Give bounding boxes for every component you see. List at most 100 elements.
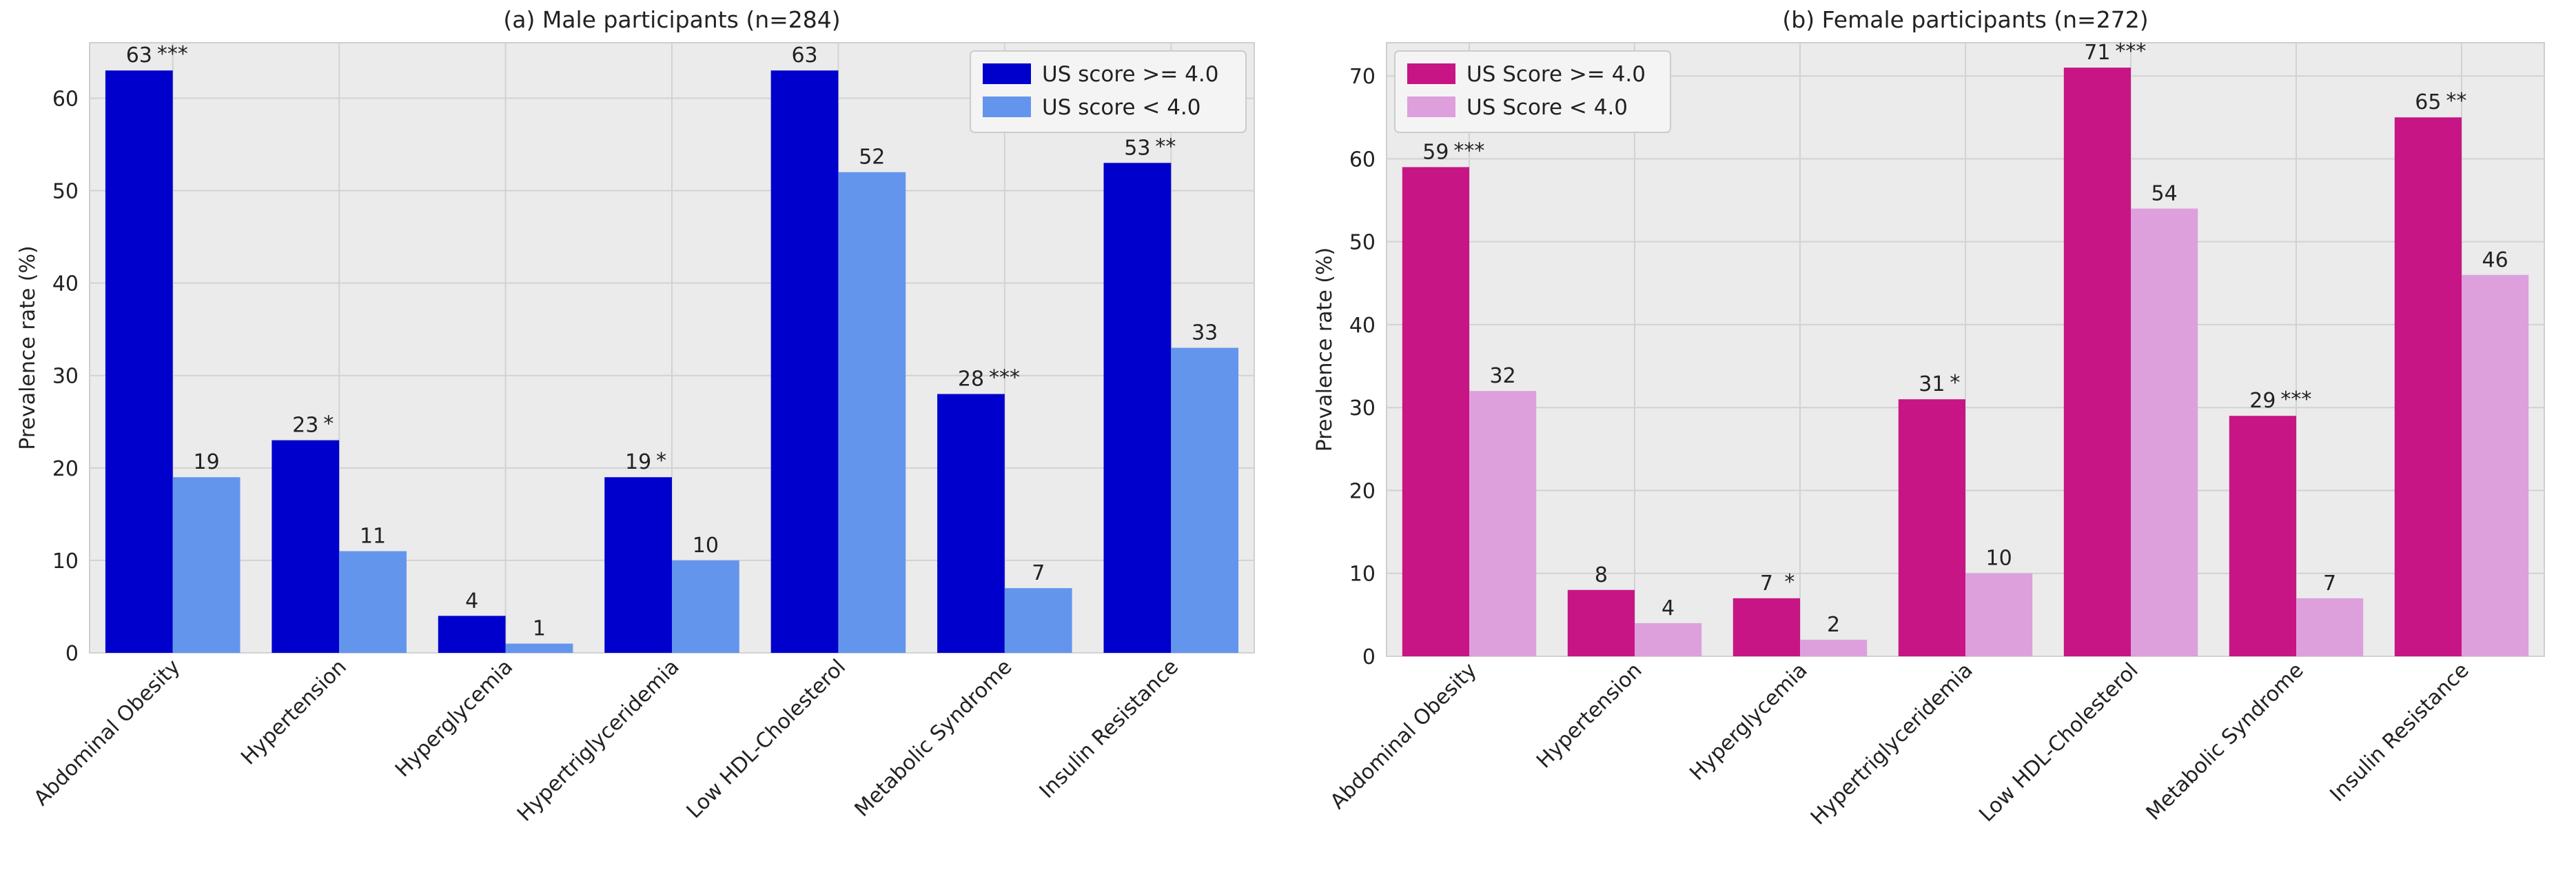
x-tick-label: Insulin Resistance — [2325, 658, 2473, 807]
x-tick-label: Low HDL-Cholesterol — [682, 655, 850, 823]
y-tick-label: 50 — [52, 180, 79, 204]
y-tick-label: 0 — [65, 642, 79, 666]
legend-swatch — [1407, 63, 1455, 84]
y-tick-label: 60 — [1349, 148, 1376, 172]
x-tick-label: Abdominal Obesity — [1326, 658, 1482, 814]
bar-value-label: 63 — [791, 43, 817, 68]
bar-high-1 — [272, 440, 340, 653]
x-tick-label: Hypertriglyceridemia — [513, 655, 684, 827]
significance-marker: *** — [989, 366, 1020, 390]
chart-title: (a) Male participants (n=284) — [503, 6, 840, 33]
bar-value-label: 10 — [693, 534, 719, 558]
legend-label: US score < 4.0 — [1042, 95, 1201, 120]
legend-label: US Score < 4.0 — [1466, 95, 1628, 120]
bar-value-label: 63 — [126, 43, 152, 68]
bar-value-label: 1 — [533, 617, 546, 641]
bar-value-label: 31 — [1919, 372, 1945, 396]
legend-swatch — [983, 97, 1031, 117]
x-tick-label: Metabolic Syndrome — [850, 655, 1017, 822]
bar-high-1 — [1567, 589, 1635, 656]
significance-marker: *** — [157, 42, 188, 66]
bar-value-label: 54 — [2151, 182, 2178, 206]
legend-box — [1394, 50, 1671, 133]
bar-low-0 — [172, 477, 241, 653]
significance-marker: * — [323, 412, 334, 436]
significance-marker: *** — [1453, 139, 1484, 163]
y-tick-label: 40 — [1349, 314, 1376, 338]
legend-swatch — [1407, 97, 1455, 117]
bar-low-1 — [339, 551, 407, 653]
y-tick-label: 70 — [1349, 65, 1376, 89]
y-tick-label: 30 — [52, 365, 79, 389]
bar-value-label: 7 — [1760, 571, 1773, 596]
bar-value-label: 23 — [292, 414, 318, 438]
bar-low-5 — [1004, 588, 1072, 653]
significance-marker: *** — [2280, 387, 2311, 412]
x-tick-label: Hyperglycemia — [1685, 658, 1812, 785]
bar-value-label: 32 — [1490, 364, 1516, 388]
bar-value-label: 28 — [958, 367, 984, 392]
y-tick-label: 20 — [1349, 479, 1376, 503]
bar-high-6 — [1103, 163, 1172, 653]
legend-label: US score >= 4.0 — [1042, 62, 1218, 87]
legend-swatch — [983, 63, 1031, 84]
bar-high-5 — [937, 394, 1005, 653]
bar-value-label: 4 — [465, 589, 478, 613]
legend-label: US Score >= 4.0 — [1466, 62, 1646, 87]
bar-high-2 — [1732, 598, 1800, 656]
bar-value-label: 71 — [2084, 41, 2110, 65]
bar-high-6 — [2394, 117, 2462, 657]
y-axis-label: Prevalence rate (%) — [16, 245, 40, 450]
bar-high-4 — [770, 70, 839, 653]
bar-low-4 — [838, 172, 906, 653]
bar-low-6 — [1171, 347, 1239, 653]
x-tick-label: Low HDL-Cholesterol — [1974, 658, 2143, 827]
bar-value-label: 65 — [2415, 90, 2441, 114]
significance-marker: * — [656, 449, 666, 473]
bar-value-label: 59 — [1422, 140, 1449, 164]
y-tick-label: 10 — [1349, 563, 1376, 587]
bar-low-5 — [2296, 598, 2364, 656]
bar-value-label: 7 — [2323, 571, 2336, 596]
significance-marker: ** — [2446, 89, 2466, 113]
legend-box — [970, 50, 1247, 133]
x-tick-label: Metabolic Syndrome — [2142, 658, 2309, 825]
y-tick-label: 40 — [52, 272, 79, 296]
bar-low-1 — [1635, 623, 1702, 656]
bar-value-label: 10 — [1986, 547, 2012, 571]
y-tick-label: 30 — [1349, 396, 1376, 421]
legend: US Score >= 4.0 US Score < 4.0 — [1394, 50, 1671, 133]
y-tick-label: 20 — [52, 457, 79, 481]
bar-low-3 — [672, 560, 739, 653]
significance-marker: *** — [2115, 39, 2146, 63]
y-tick-label: 60 — [52, 87, 79, 111]
bar-value-label: 19 — [194, 450, 220, 474]
x-tick-label: Hypertension — [236, 655, 351, 770]
bar-low-2 — [1800, 639, 1868, 656]
bar-low-6 — [2462, 274, 2529, 657]
bar-value-label: 4 — [1662, 596, 1675, 620]
x-tick-label: Hypertriglyceridemia — [1806, 658, 1978, 830]
bar-value-label: 33 — [1192, 321, 1218, 345]
significance-marker: * — [1950, 371, 1960, 395]
bar-value-label: 2 — [1827, 613, 1840, 637]
bar-value-label: 7 — [1032, 561, 1045, 585]
y-tick-label: 0 — [1362, 645, 1376, 669]
chart-title: (b) Female participants (n=272) — [1782, 6, 2148, 33]
bar-value-label: 52 — [859, 145, 885, 170]
bar-high-0 — [1402, 167, 1469, 657]
bar-low-3 — [1965, 573, 2033, 656]
bar-high-0 — [105, 70, 173, 653]
bar-low-0 — [1469, 391, 1537, 656]
bar-low-2 — [505, 643, 573, 653]
bar-value-label: 46 — [2482, 248, 2508, 272]
y-axis-label: Prevalence rate (%) — [1313, 247, 1337, 452]
bar-high-3 — [1898, 399, 1965, 656]
x-tick-label: Hyperglycemia — [391, 655, 518, 782]
y-tick-label: 50 — [1349, 231, 1376, 255]
x-tick-label: Insulin Resistance — [1035, 655, 1183, 803]
bar-value-label: 53 — [1124, 136, 1150, 160]
